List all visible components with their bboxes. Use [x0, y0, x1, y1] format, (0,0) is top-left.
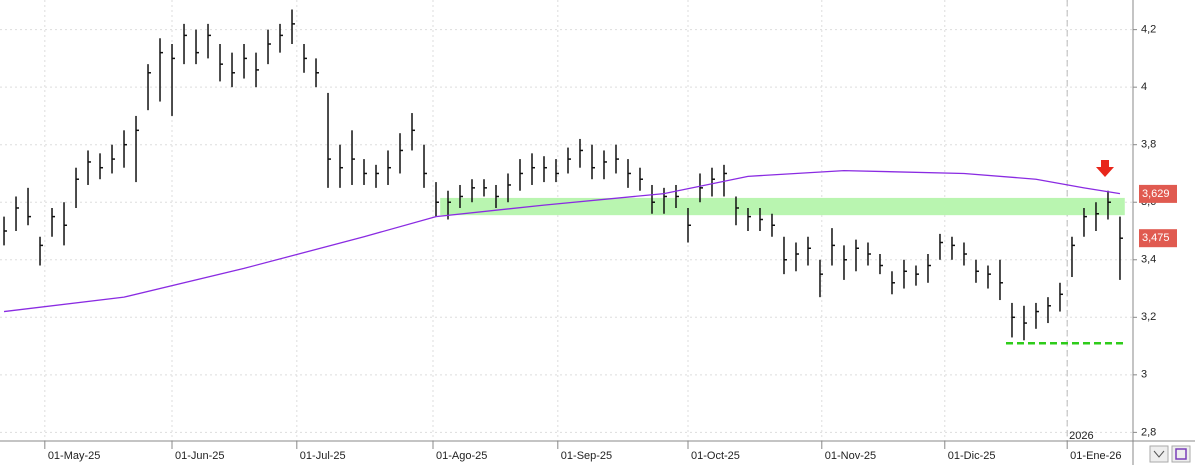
- y-tick-label: 3,8: [1141, 139, 1156, 151]
- data-layer: [3, 9, 1123, 345]
- y-tick-label: 3: [1141, 369, 1147, 381]
- year-label: 2026: [1069, 430, 1093, 442]
- price-label-box: [1139, 229, 1177, 248]
- signal-arrow: [1096, 160, 1114, 177]
- y-tick-label: 4: [1141, 81, 1147, 93]
- chart-button[interactable]: [1149, 445, 1169, 463]
- support-zone: [440, 197, 1125, 216]
- x-tick-label: 01-Ene-26: [1070, 450, 1121, 462]
- x-tick-label: 01-Nov-25: [825, 450, 876, 462]
- y-tick-label: 3,4: [1141, 254, 1156, 266]
- y-tick-label: 3,2: [1141, 311, 1156, 323]
- y-tick-label: 4,2: [1141, 24, 1156, 36]
- moving-average: [3, 169, 1121, 313]
- price-label-box: [1139, 184, 1177, 203]
- save-button-icon: [1175, 448, 1187, 460]
- y-tick-label: 2,8: [1141, 426, 1156, 438]
- x-tick-label: 01-Jul-25: [300, 450, 346, 462]
- price-label: 3,629: [1142, 188, 1170, 200]
- x-tick-label: 01-Ago-25: [436, 450, 487, 462]
- x-tick-label: 01-May-25: [48, 450, 101, 462]
- x-tick-label: 01-Sep-25: [561, 450, 612, 462]
- x-tick-label: 01-Oct-25: [691, 450, 740, 462]
- chart-button-icon: [1153, 450, 1165, 458]
- x-tick-label: 01-Jun-25: [175, 450, 225, 462]
- x-tick-label: 01-Dic-25: [948, 450, 996, 462]
- price-label: 3,475: [1142, 232, 1170, 244]
